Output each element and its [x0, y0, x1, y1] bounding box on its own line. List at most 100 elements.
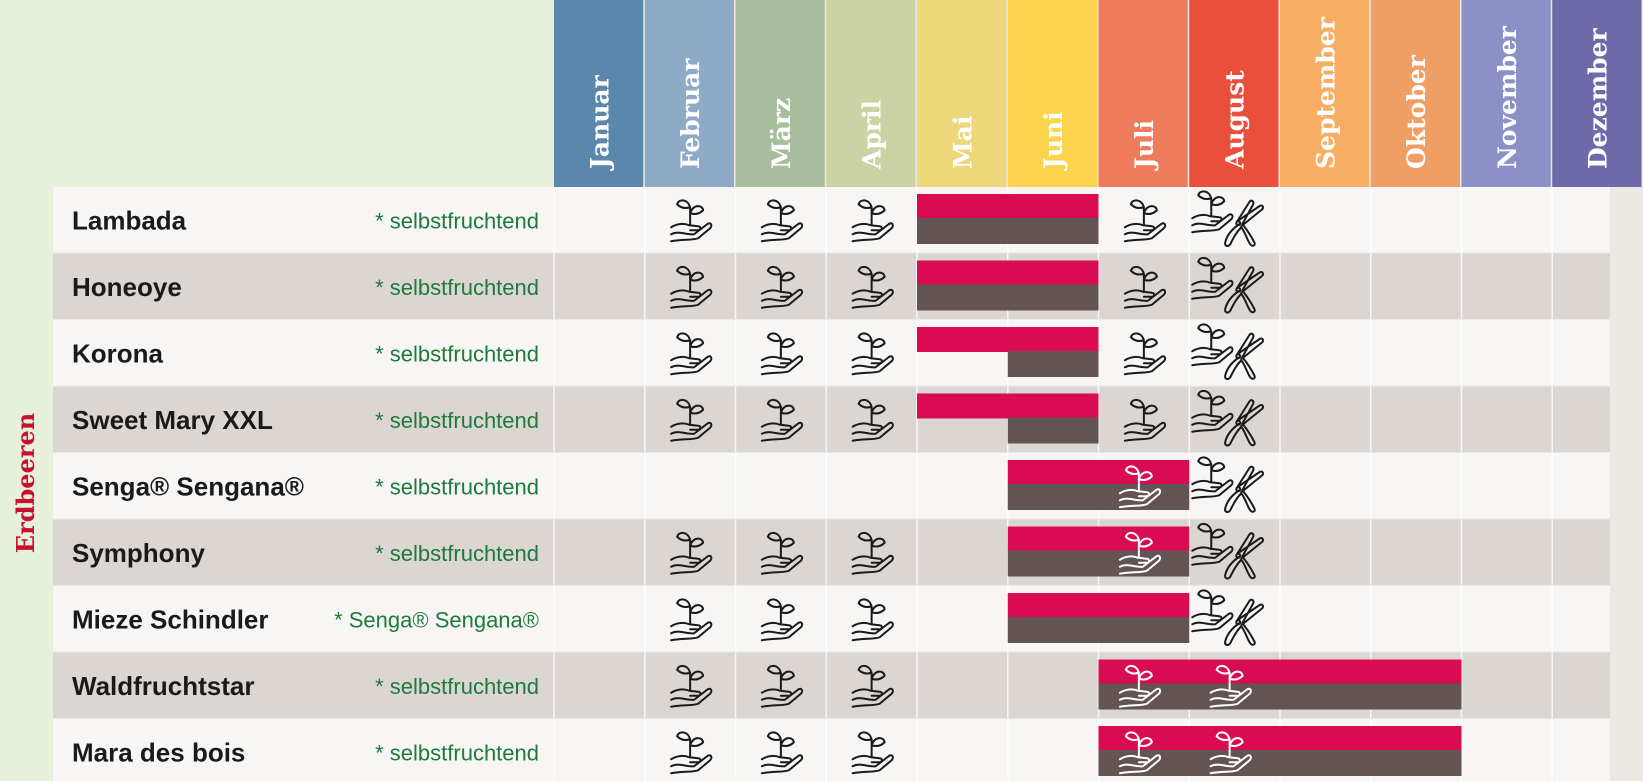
hand-with-sprout-icon [851, 199, 894, 243]
row-background [53, 453, 1610, 519]
month-label-5: Mai [948, 116, 977, 169]
month-label-2: Februar [676, 58, 705, 169]
month-header-9 [1280, 0, 1370, 187]
month-label-3: März [767, 98, 796, 169]
hand-with-sprout-icon [851, 398, 894, 442]
month-label-11: November [1493, 25, 1522, 169]
hand-with-sprout-icon [760, 531, 804, 575]
variety-name: Lambada [72, 205, 187, 235]
hand-with-sprout-icon [851, 332, 894, 376]
month-header-8 [1189, 0, 1279, 187]
hand-with-sprout-icon [1118, 731, 1162, 775]
pruning-shears-icon [1224, 332, 1265, 380]
group-label-strip [0, 0, 53, 781]
hand-with-sprout-icon [760, 398, 804, 442]
pruning-shears-icon [1224, 199, 1265, 247]
pruning-shears-icon [1224, 532, 1265, 580]
harvest-bar-top [1007, 593, 1190, 618]
harvest-bar-bottom [1007, 484, 1190, 510]
hand-with-sprout-icon [1123, 265, 1167, 309]
hand-with-sprout-icon [851, 265, 894, 309]
month-header-12 [1552, 0, 1642, 187]
pruning-shears-icon [1224, 399, 1265, 447]
variety-name: Sweet Mary XXL [72, 405, 273, 435]
variety-note: * selbstfruchtend [375, 541, 539, 566]
month-header-2 [644, 0, 734, 187]
month-header-11 [1461, 0, 1551, 187]
harvest-bar-top [917, 260, 1099, 286]
hand-with-sprout-icon [760, 731, 804, 775]
hand-with-sprout-icon [851, 664, 894, 708]
month-header: Januar Februar März April Mai Juni Juli August S… [554, 0, 1642, 187]
row-background [53, 253, 1610, 319]
hand-with-sprout-icon [1123, 398, 1167, 442]
harvest-bar-top [917, 194, 1099, 219]
variety-note: * selbstfruchtend [375, 674, 539, 699]
harvest-bar-bottom [917, 284, 1099, 311]
hand-with-sprout-icon [1209, 664, 1252, 708]
hand-with-sprout-icon [670, 398, 713, 442]
variety-name: Korona [72, 338, 164, 368]
variety-row: Sweet Mary XXL * selbstfruchtend [53, 386, 1610, 452]
harvest-bar-top [1098, 726, 1462, 751]
hand-with-sprout-icon [670, 265, 713, 309]
variety-note: * selbstfruchtend [375, 341, 539, 366]
month-label-7: Juli [1130, 120, 1159, 171]
row-background [53, 519, 1610, 585]
hand-with-sprout-icon [1209, 731, 1252, 775]
header-background [0, 0, 554, 187]
month-label-4: April [858, 100, 887, 170]
hand-with-sprout-icon [760, 664, 804, 708]
hand-with-sprout-icon [1118, 531, 1162, 575]
month-label-9: September [1311, 16, 1340, 169]
pruning-shears-icon [1224, 598, 1265, 646]
variety-name: Senga® Sengana® [72, 471, 304, 501]
variety-name: Mieze Schindler [72, 604, 269, 634]
variety-name: Waldfruchtstar [72, 671, 255, 701]
hand-with-sprout-icon [1118, 465, 1162, 509]
hand-with-sprout-icon [1191, 522, 1234, 566]
variety-row: Symphony * selbstfruchtend [53, 519, 1610, 585]
variety-note: * selbstfruchtend [375, 275, 539, 300]
hand-with-sprout-icon [1191, 256, 1234, 300]
harvest-bar-bottom [917, 218, 1099, 244]
month-header-10 [1370, 0, 1460, 187]
variety-row: Mara des bois * selbstfruchtend [53, 719, 1610, 781]
hand-with-sprout-icon [670, 731, 713, 775]
variety-row: Mieze Schindler * Senga® Sengana® [53, 586, 1610, 652]
variety-note: * Senga® Sengana® [334, 607, 539, 632]
harvest-bar-bottom [1007, 351, 1099, 377]
variety-note: * selbstfruchtend [375, 740, 539, 765]
variety-rows: Lambada * selbstfruchtend Honeoye * selbstf… [53, 187, 1610, 781]
pruning-shears-icon [1224, 266, 1265, 314]
hand-with-sprout-icon [1191, 323, 1234, 367]
hand-with-sprout-icon [760, 265, 804, 309]
harvest-bar-top [917, 393, 1099, 419]
month-label-10: Oktober [1402, 54, 1431, 169]
variety-note: * selbstfruchtend [375, 208, 539, 233]
hand-with-sprout-icon [670, 598, 713, 642]
variety-name: Honeoye [72, 272, 182, 302]
harvest-bar-bottom [1007, 617, 1190, 643]
variety-row: Waldfruchtstar * selbstfruchtend [53, 652, 1610, 718]
hand-with-sprout-icon [670, 664, 713, 708]
month-header-1 [554, 0, 644, 187]
hand-with-sprout-icon [670, 531, 713, 575]
row-background [53, 320, 1610, 386]
month-label-12: Dezember [1584, 27, 1613, 169]
harvest-bar-bottom [1007, 550, 1190, 577]
row-background [53, 386, 1610, 452]
variety-note: * selbstfruchtend [375, 474, 539, 499]
harvest-bar-top [1007, 526, 1190, 552]
hand-with-sprout-icon [851, 598, 894, 642]
month-label-8: August [1221, 70, 1250, 170]
variety-name: Symphony [72, 538, 205, 568]
month-header-4 [826, 0, 916, 187]
row-background [53, 187, 1610, 253]
group-label-erdbeeren: Erdbeeren [11, 413, 40, 553]
month-header-3 [735, 0, 825, 187]
variety-name: Mara des bois [72, 737, 245, 767]
variety-row: Korona * selbstfruchtend [53, 320, 1610, 386]
harvest-bar-bottom [1007, 417, 1099, 444]
month-header-7 [1098, 0, 1188, 187]
